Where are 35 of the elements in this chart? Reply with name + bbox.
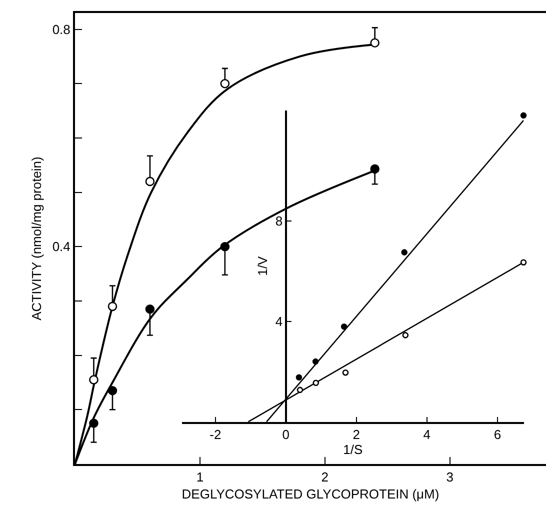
point bbox=[296, 374, 302, 381]
x-tick-label: 0 bbox=[282, 427, 290, 442]
point bbox=[342, 369, 349, 376]
point bbox=[89, 375, 98, 384]
point bbox=[312, 380, 320, 386]
point bbox=[520, 259, 527, 266]
point bbox=[108, 386, 118, 396]
x-tick-label: 2 bbox=[321, 470, 328, 485]
y-tick-label: 8 bbox=[275, 213, 283, 228]
point bbox=[220, 242, 230, 252]
point bbox=[401, 249, 408, 256]
point bbox=[370, 38, 380, 48]
point bbox=[220, 78, 230, 88]
y-tick-label: 0.4 bbox=[52, 239, 70, 254]
point bbox=[370, 164, 380, 174]
x-tick-label: 2 bbox=[352, 427, 360, 442]
point bbox=[296, 386, 304, 394]
x-tick-label: 3 bbox=[446, 470, 454, 485]
point bbox=[402, 332, 409, 338]
point bbox=[340, 323, 348, 330]
y-tick-label: 0.8 bbox=[52, 22, 70, 37]
x-axis-title: 1/S bbox=[343, 442, 363, 458]
point bbox=[312, 358, 319, 365]
point bbox=[108, 302, 118, 312]
x-tick-label: 6 bbox=[494, 427, 502, 442]
point bbox=[145, 304, 155, 314]
x-tick-label: -2 bbox=[210, 427, 222, 442]
y-axis-title: ACTIVITY (nmol/mg protein) bbox=[28, 156, 44, 320]
point bbox=[89, 418, 98, 428]
point bbox=[520, 112, 527, 119]
x-axis-title: DEGLYCOSYLATED GLYCOPROTEIN (μM) bbox=[182, 486, 440, 502]
y-axis-title: 1/V bbox=[254, 256, 270, 276]
x-tick-label: 1 bbox=[196, 470, 204, 485]
x-tick-label: 4 bbox=[423, 427, 431, 442]
point bbox=[145, 176, 155, 186]
